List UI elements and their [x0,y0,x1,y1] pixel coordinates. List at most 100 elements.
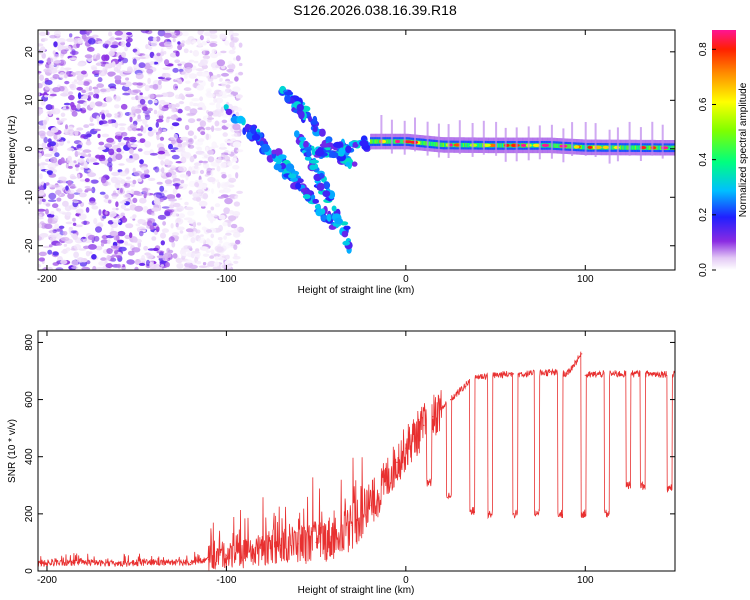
noise-speck [217,237,223,241]
y-tick-label: 0 [24,146,35,152]
noise-speck [202,184,207,190]
snr-dropout-point [536,513,538,515]
snr-frame [37,330,676,572]
carrier-spike [437,123,440,158]
noise-speck [218,257,227,261]
carrier-core [421,140,424,146]
carrier-core [671,145,674,150]
noise-speck [108,31,113,37]
noise-speck [100,160,107,164]
noise-speck [168,236,175,243]
noise-speck [179,230,184,234]
noise-speck [207,117,214,120]
carrier-core [609,145,613,150]
noise-speck [124,180,133,184]
noise-speck [188,59,195,63]
noise-speck [222,155,231,161]
carrier-core [377,139,380,144]
noise-speck [72,222,77,226]
noise-speck [202,246,210,252]
carrier-core [673,145,675,150]
noise-speck [56,117,60,121]
noise-speck [188,232,195,238]
noise-speck [123,193,132,199]
noise-speck [225,232,232,236]
noise-speck [78,213,87,220]
carrier-core [619,145,623,150]
noise-speck [56,197,62,202]
noise-speck [160,232,166,239]
noise-speck [215,179,220,183]
noise-speck [148,40,152,46]
y-tick-label: 0 [24,568,35,574]
noise-speck [145,259,151,267]
noise-speck [187,130,194,136]
snr-point [118,563,120,565]
streak-blob [274,148,283,157]
y-tick-label: -10 [24,190,35,205]
noise-speck [63,45,72,51]
streak-blob [341,230,349,238]
x-tick-label: 100 [577,274,594,285]
noise-speck [216,52,222,56]
noise-speck [117,142,126,146]
noise-speck [93,235,100,242]
noise-speck [97,40,104,45]
noise-speck [79,192,87,198]
noise-speck [44,77,49,82]
noise-speck [166,247,171,253]
noise-speck [168,198,178,202]
snr-point [512,373,515,375]
noise-speck [87,46,95,52]
streak-blob [284,94,291,103]
noise-speck [95,245,103,251]
noise-speck [111,171,120,176]
noise-speck [132,218,136,221]
noise-speck [49,34,57,39]
noise-speck [84,166,89,169]
noise-speck [184,67,193,73]
noise-speck [219,240,223,244]
noise-speck [202,50,206,56]
streak-blob [283,91,294,96]
noise-speck [202,262,207,266]
noise-speck [60,157,65,164]
noise-speck [41,198,46,203]
carrier-core [461,142,464,148]
snr-point [369,504,371,506]
snr-dropout-point [582,513,585,515]
noise-speck [168,169,174,174]
x-tick-label: -100 [216,274,236,285]
noise-speck [126,31,133,36]
noise-speck [219,33,226,39]
carrier-core [646,145,649,150]
carrier-core [373,139,376,144]
noise-speck [88,91,94,96]
noise-speck [99,191,106,195]
noise-speck [181,183,185,186]
carrier-core [569,144,572,149]
noise-speck [149,225,155,231]
streak-blob [328,151,339,159]
streak-blob [306,149,312,158]
noise-speck [101,109,105,114]
noise-speck [114,182,121,189]
snr-point [405,447,407,449]
noise-speck [235,107,242,112]
noise-speck [210,170,214,177]
carrier-core [612,145,615,150]
snr-point [602,373,604,375]
snr-point [423,424,425,426]
noise-speck [38,213,42,218]
carrier-spike [504,127,507,162]
noise-speck [46,213,55,218]
noise-speck [170,201,175,205]
noise-speck [199,96,204,102]
noise-speck [142,110,151,114]
noise-speck [116,148,122,153]
noise-speck [124,243,133,246]
noise-speck [193,162,202,166]
noise-speck [205,126,212,131]
noise-speck [204,174,209,177]
noise-speck [232,211,241,217]
